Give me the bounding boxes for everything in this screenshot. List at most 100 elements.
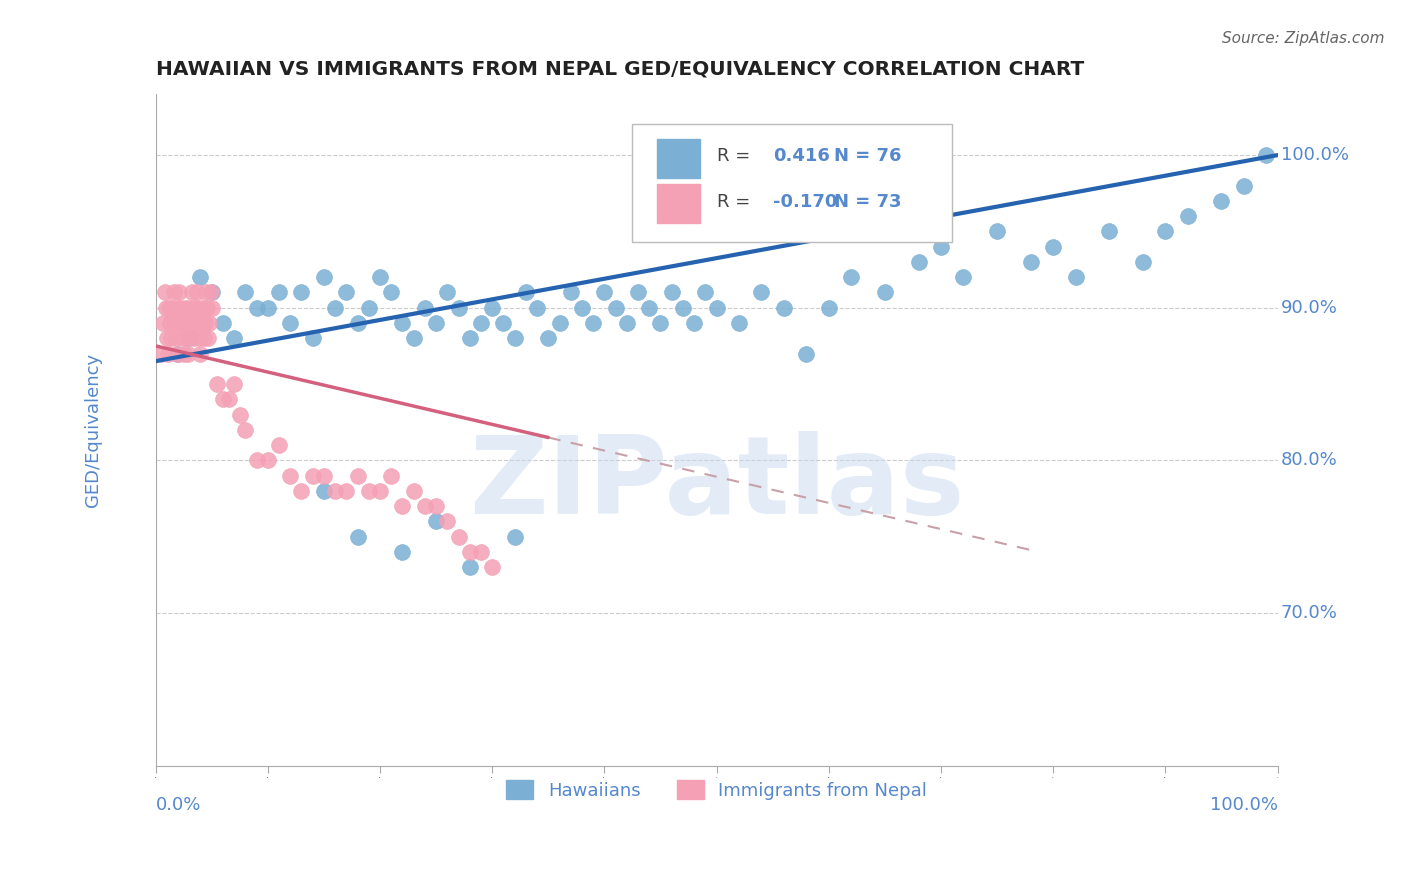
Point: [198, 316, 221, 330]
Point: [952, 270, 974, 285]
Point: [413, 499, 436, 513]
Point: [447, 530, 470, 544]
Point: [212, 392, 235, 407]
Point: [571, 301, 593, 315]
Point: [346, 468, 368, 483]
Point: [190, 316, 212, 330]
Point: [177, 346, 200, 360]
Point: [179, 331, 201, 345]
Point: [184, 316, 207, 330]
Point: [391, 499, 413, 513]
Point: [180, 285, 202, 300]
Point: [560, 285, 582, 300]
Point: [391, 545, 413, 559]
Point: [179, 316, 201, 330]
Point: [436, 515, 458, 529]
Point: [162, 301, 184, 315]
Point: [179, 301, 201, 315]
Point: [160, 331, 183, 345]
Point: [1233, 178, 1256, 193]
Point: [301, 331, 323, 345]
Point: [458, 560, 481, 574]
Point: [176, 331, 198, 345]
Point: [627, 285, 650, 300]
Point: [1042, 240, 1064, 254]
Point: [200, 285, 222, 300]
FancyBboxPatch shape: [657, 139, 700, 178]
Point: [548, 316, 571, 330]
Text: 0.416: 0.416: [773, 147, 830, 165]
Text: 70.0%: 70.0%: [1281, 604, 1337, 622]
Point: [526, 301, 548, 315]
Point: [537, 331, 560, 345]
Point: [167, 285, 190, 300]
Point: [470, 545, 492, 559]
Point: [605, 301, 627, 315]
Point: [425, 499, 447, 513]
Point: [1211, 194, 1233, 208]
Point: [245, 301, 267, 315]
Point: [323, 483, 346, 498]
Text: 0.0%: 0.0%: [156, 796, 201, 814]
Point: [159, 316, 181, 330]
Point: [402, 331, 425, 345]
Point: [751, 285, 773, 300]
Point: [794, 346, 817, 360]
Point: [235, 423, 257, 437]
Point: [156, 331, 179, 345]
Point: [481, 560, 503, 574]
Point: [447, 301, 470, 315]
Point: [503, 530, 526, 544]
Text: 90.0%: 90.0%: [1281, 299, 1337, 317]
Point: [380, 468, 402, 483]
Point: [346, 316, 368, 330]
Point: [1019, 255, 1042, 269]
Point: [186, 285, 208, 300]
Point: [368, 483, 391, 498]
Point: [357, 301, 380, 315]
Point: [492, 316, 515, 330]
Point: [391, 316, 413, 330]
Point: [728, 316, 751, 330]
Text: HAWAIIAN VS IMMIGRANTS FROM NEPAL GED/EQUIVALENCY CORRELATION CHART: HAWAIIAN VS IMMIGRANTS FROM NEPAL GED/EQ…: [156, 60, 1084, 78]
Point: [169, 316, 191, 330]
Point: [986, 224, 1008, 238]
Point: [312, 483, 335, 498]
Point: [163, 316, 186, 330]
Text: N = 73: N = 73: [834, 193, 901, 211]
Point: [425, 316, 447, 330]
Point: [173, 316, 195, 330]
Point: [335, 285, 357, 300]
Point: [481, 301, 503, 315]
Point: [188, 331, 211, 345]
Point: [157, 301, 180, 315]
Point: [267, 438, 290, 452]
Point: [458, 331, 481, 345]
Point: [256, 301, 278, 315]
Point: [181, 316, 204, 330]
Point: [173, 346, 195, 360]
Text: ZIPatlas: ZIPatlas: [468, 431, 965, 537]
Point: [278, 468, 301, 483]
Point: [224, 377, 246, 392]
Point: [413, 301, 436, 315]
Point: [907, 255, 929, 269]
Point: [193, 331, 215, 345]
Point: [661, 285, 683, 300]
Point: [165, 331, 187, 345]
Point: [190, 346, 212, 360]
Point: [229, 408, 252, 422]
Point: [170, 301, 193, 315]
Point: [167, 301, 190, 315]
Point: [174, 301, 197, 315]
Point: [1256, 148, 1278, 162]
Legend: Hawaiians, Immigrants from Nepal: Hawaiians, Immigrants from Nepal: [499, 773, 934, 807]
Text: 100.0%: 100.0%: [1281, 146, 1348, 164]
Point: [357, 483, 380, 498]
Point: [593, 285, 616, 300]
Point: [184, 301, 207, 315]
Point: [190, 270, 212, 285]
Point: [335, 483, 357, 498]
Point: [267, 285, 290, 300]
Point: [290, 285, 312, 300]
